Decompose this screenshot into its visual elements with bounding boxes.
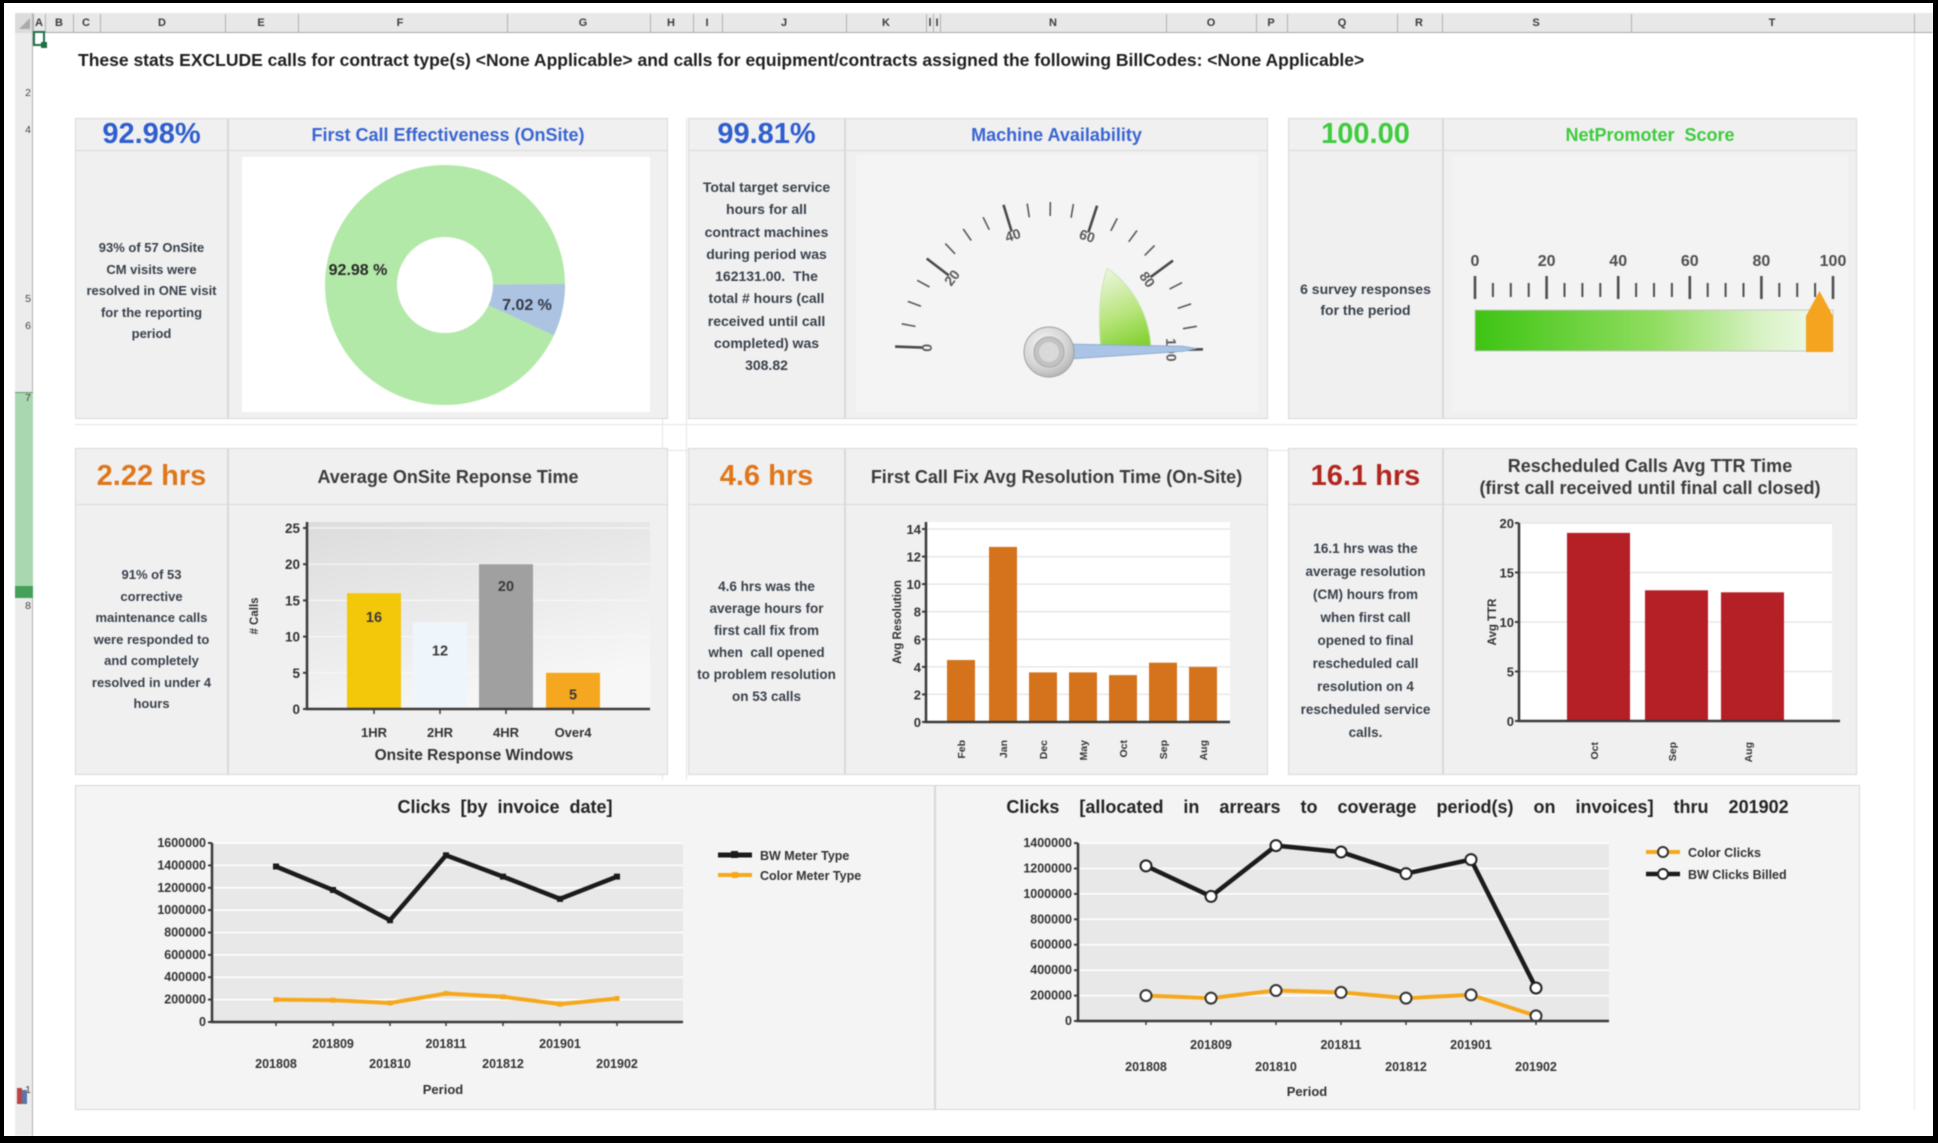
svg-text:1200000: 1200000	[157, 881, 206, 895]
svg-text:Color Meter Type: Color Meter Type	[760, 869, 861, 883]
svg-text:14: 14	[907, 522, 922, 537]
svg-text:201901: 201901	[539, 1037, 581, 1051]
svg-text:1000000: 1000000	[1023, 887, 1072, 901]
svg-text:5: 5	[569, 688, 577, 704]
svg-text:201902: 201902	[1515, 1060, 1557, 1074]
svg-text:1400000: 1400000	[157, 858, 206, 872]
svg-text:Avg TTR: Avg TTR	[1487, 598, 1499, 646]
svg-text:16: 16	[366, 610, 382, 626]
svg-text:600000: 600000	[164, 948, 206, 962]
svg-text:0: 0	[292, 702, 300, 717]
svg-text:92.98 %: 92.98 %	[329, 262, 388, 279]
svg-text:Jan: Jan	[998, 740, 1010, 758]
svg-text:Sep: Sep	[1158, 740, 1170, 759]
svg-text:6: 6	[914, 632, 921, 647]
svg-text:201901: 201901	[1450, 1038, 1492, 1052]
svg-text:800000: 800000	[1030, 912, 1072, 926]
svg-text:BW Meter Type: BW Meter Type	[760, 849, 849, 863]
svg-text:2: 2	[914, 687, 921, 702]
svg-text:201812: 201812	[1385, 1060, 1427, 1074]
svg-text:40: 40	[1609, 253, 1627, 270]
svg-text:400000: 400000	[164, 970, 206, 984]
svg-text:40: 40	[1003, 225, 1023, 245]
svg-text:Over4: Over4	[555, 725, 593, 740]
svg-text:Period: Period	[1287, 1084, 1328, 1099]
svg-text:201809: 201809	[1190, 1038, 1232, 1052]
svg-text:4HR: 4HR	[493, 725, 520, 740]
svg-text:Aug: Aug	[1198, 740, 1210, 760]
svg-text:15: 15	[285, 593, 301, 608]
svg-text:201812: 201812	[482, 1057, 524, 1071]
svg-text:20: 20	[1500, 516, 1514, 531]
svg-text:Oct: Oct	[1589, 742, 1601, 760]
svg-text:BW Clicks Billed: BW Clicks Billed	[1688, 868, 1787, 882]
svg-text:0: 0	[1507, 714, 1514, 729]
svg-text:12: 12	[907, 550, 921, 565]
svg-text:0: 0	[1065, 1014, 1072, 1028]
svg-text:20: 20	[498, 579, 514, 595]
svg-text:600000: 600000	[1030, 938, 1072, 952]
svg-text:800000: 800000	[164, 926, 206, 940]
svg-text:5: 5	[292, 666, 300, 681]
svg-text:60: 60	[1681, 253, 1699, 270]
svg-text:12: 12	[432, 643, 448, 659]
svg-text:20: 20	[285, 557, 300, 572]
svg-text:Period: Period	[423, 1082, 464, 1097]
svg-text:200000: 200000	[1030, 989, 1072, 1003]
svg-text:4: 4	[914, 660, 922, 675]
svg-text:0: 0	[919, 343, 935, 352]
svg-text:201810: 201810	[369, 1057, 411, 1071]
svg-text:Aug: Aug	[1743, 742, 1755, 762]
svg-text:0: 0	[914, 715, 921, 730]
svg-text:201808: 201808	[255, 1057, 297, 1071]
svg-text:0: 0	[199, 1015, 206, 1029]
svg-text:400000: 400000	[1030, 963, 1072, 977]
svg-text:Oct: Oct	[1118, 740, 1130, 758]
svg-text:7.02 %: 7.02 %	[502, 297, 552, 314]
svg-text:Feb: Feb	[956, 740, 968, 759]
svg-text:201808: 201808	[1125, 1060, 1167, 1074]
svg-text:10: 10	[285, 630, 300, 645]
svg-text:5: 5	[1507, 665, 1514, 680]
svg-text:201810: 201810	[1255, 1060, 1297, 1074]
svg-text:20: 20	[1538, 253, 1556, 270]
svg-text:201902: 201902	[596, 1057, 638, 1071]
svg-text:200000: 200000	[164, 993, 206, 1007]
svg-text:1400000: 1400000	[1023, 836, 1072, 850]
svg-text:# Calls: # Calls	[249, 597, 261, 634]
svg-text:100: 100	[1820, 253, 1847, 270]
svg-text:10: 10	[907, 577, 921, 592]
svg-text:Sep: Sep	[1667, 742, 1679, 761]
svg-text:1HR: 1HR	[361, 725, 388, 740]
svg-text:201811: 201811	[1320, 1038, 1361, 1052]
svg-text:80: 80	[1753, 253, 1771, 270]
svg-text:15: 15	[1500, 566, 1514, 581]
svg-text:60: 60	[1077, 226, 1097, 246]
svg-text:Color Clicks: Color Clicks	[1688, 846, 1761, 860]
svg-text:0: 0	[1471, 253, 1480, 270]
svg-text:Dec: Dec	[1038, 740, 1050, 759]
svg-text:8: 8	[914, 605, 921, 620]
svg-text:Avg Resolution: Avg Resolution	[892, 580, 904, 664]
svg-text:10: 10	[1500, 615, 1514, 630]
svg-text:1600000: 1600000	[157, 836, 206, 850]
svg-text:201811: 201811	[425, 1037, 466, 1051]
svg-text:May: May	[1078, 740, 1090, 761]
svg-text:1000000: 1000000	[157, 903, 206, 917]
svg-text:1200000: 1200000	[1023, 862, 1072, 876]
svg-text:Onsite Response Windows: Onsite Response Windows	[375, 747, 574, 764]
svg-text:2HR: 2HR	[427, 725, 454, 740]
svg-text:201809: 201809	[312, 1037, 354, 1051]
svg-text:25: 25	[285, 521, 301, 536]
